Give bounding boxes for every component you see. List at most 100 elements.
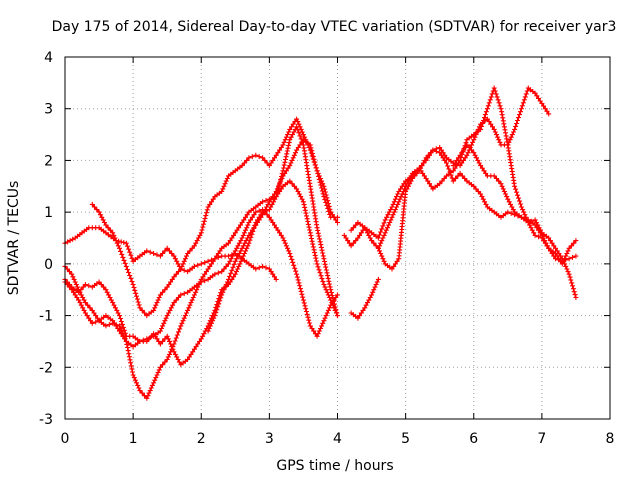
data-point xyxy=(117,313,122,319)
data-point xyxy=(355,315,361,321)
data-point xyxy=(566,245,572,251)
data-point xyxy=(200,333,206,339)
data-point xyxy=(313,165,319,171)
data-point xyxy=(246,155,252,161)
data-point xyxy=(194,238,200,244)
data-point xyxy=(297,142,303,148)
data-point xyxy=(570,286,576,292)
data-point xyxy=(290,259,296,265)
data-point xyxy=(126,351,132,357)
data-point xyxy=(547,238,553,244)
data-point xyxy=(549,240,555,246)
data-point xyxy=(323,200,329,205)
data-point xyxy=(353,222,359,228)
data-point xyxy=(532,232,538,238)
data-point xyxy=(231,261,237,267)
data-point xyxy=(318,273,324,279)
data-point xyxy=(318,326,323,331)
data-point xyxy=(450,163,456,169)
data-point xyxy=(299,139,305,145)
data-point xyxy=(532,90,538,96)
data-point xyxy=(315,228,321,233)
data-point xyxy=(191,346,197,352)
data-point xyxy=(370,289,376,295)
data-point xyxy=(151,307,157,313)
data-point xyxy=(369,238,375,244)
data-point xyxy=(320,191,326,197)
data-point xyxy=(201,218,207,224)
data-point xyxy=(307,230,313,236)
data-point xyxy=(117,323,122,329)
data-point xyxy=(505,209,511,215)
data-point xyxy=(421,173,427,179)
data-point xyxy=(104,289,110,295)
data-point xyxy=(516,115,521,121)
data-point xyxy=(205,258,211,264)
data-point xyxy=(253,222,259,228)
data-point xyxy=(71,289,76,295)
data-point xyxy=(379,238,385,244)
data-point xyxy=(522,216,528,222)
data-point xyxy=(537,230,543,236)
data-point xyxy=(328,302,334,308)
data-point xyxy=(155,297,161,303)
data-point xyxy=(168,349,174,355)
data-point xyxy=(282,170,288,176)
data-point xyxy=(327,211,333,217)
data-point xyxy=(320,320,326,326)
data-point xyxy=(127,357,133,363)
series-line xyxy=(452,144,577,265)
data-point xyxy=(132,377,138,383)
data-point xyxy=(573,238,579,244)
data-point xyxy=(191,243,197,249)
data-point xyxy=(216,301,222,307)
data-point xyxy=(178,292,184,298)
data-point xyxy=(118,248,124,254)
data-point xyxy=(215,251,221,256)
data-point xyxy=(173,271,179,277)
data-point xyxy=(82,310,88,316)
data-point xyxy=(268,160,274,166)
data-point xyxy=(367,295,373,300)
data-point xyxy=(316,174,322,179)
data-point xyxy=(484,106,490,112)
data-point xyxy=(258,214,264,220)
data-point xyxy=(173,297,179,303)
data-point xyxy=(128,276,134,281)
data-point xyxy=(197,232,203,238)
data-point xyxy=(464,142,470,148)
data-point xyxy=(248,217,254,223)
data-point xyxy=(118,316,123,321)
data-point xyxy=(381,258,387,264)
data-point xyxy=(162,359,168,365)
data-point xyxy=(350,225,356,231)
data-point xyxy=(221,266,227,272)
data-point xyxy=(136,302,142,308)
data-point xyxy=(365,230,370,236)
data-point xyxy=(291,183,297,189)
data-point xyxy=(335,220,340,225)
data-point xyxy=(195,341,201,347)
data-point xyxy=(300,297,306,303)
data-point xyxy=(532,222,538,228)
y-tick-label: -1 xyxy=(39,309,53,325)
data-point xyxy=(428,150,434,156)
data-point xyxy=(315,230,321,236)
data-point xyxy=(371,240,377,246)
data-point xyxy=(136,385,142,391)
data-point xyxy=(123,338,129,344)
data-point xyxy=(315,331,321,337)
data-point xyxy=(237,222,243,228)
data-point xyxy=(212,271,218,277)
data-point xyxy=(251,212,257,218)
data-point xyxy=(445,163,451,169)
data-point xyxy=(235,253,241,259)
data-point xyxy=(235,266,241,272)
data-point xyxy=(215,270,221,276)
data-point xyxy=(461,147,466,153)
data-point xyxy=(542,106,548,112)
data-point xyxy=(307,323,313,329)
x-tick-label: 5 xyxy=(401,431,410,447)
data-point xyxy=(333,295,339,300)
data-point xyxy=(249,214,255,220)
